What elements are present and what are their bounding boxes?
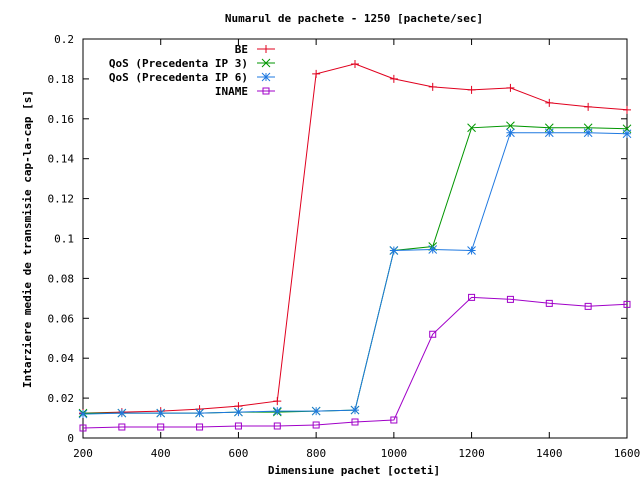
- y-axis-label: Intarziere medie de transmisie cap-la-ca…: [21, 90, 34, 388]
- legend-marker: [262, 87, 270, 95]
- data-point: [468, 293, 476, 301]
- data-point: [467, 123, 476, 133]
- series-line: [82, 296, 628, 429]
- data-point: [78, 409, 88, 419]
- legend-marker: [261, 58, 271, 68]
- data-point: [622, 129, 632, 139]
- series-line: [83, 125, 628, 414]
- chart-title: Numarul de pachete - 1250 [pachete/sec]: [225, 12, 483, 25]
- data-point: [273, 422, 281, 430]
- legend-marker: [262, 45, 270, 53]
- x-tick-label: 1200: [458, 447, 485, 460]
- plot-area: 0 0.02 0.04 0.06 0.08 0.1 0.12 0.14 0.16 0.18 0.2 2…: [48, 33, 640, 460]
- data-point: [467, 85, 476, 94]
- x-tick-label: 400: [151, 447, 171, 460]
- data-point: [196, 423, 204, 431]
- data-point: [506, 83, 515, 92]
- data-point: [234, 407, 243, 417]
- legend-label: QoS (Precedenta IP 6): [109, 71, 248, 84]
- data-point: [157, 423, 165, 431]
- data-point: [195, 408, 204, 418]
- data-point: [272, 406, 282, 416]
- data-point: [312, 421, 320, 429]
- data-point: [623, 105, 631, 114]
- y-tick-label: 0.04: [48, 352, 75, 365]
- data-point: [544, 128, 554, 138]
- x-tick-label: 800: [306, 447, 326, 460]
- x-axis-label: Dimensiune pachet [octeti]: [268, 464, 440, 477]
- data-point: [506, 295, 514, 303]
- data-point: [390, 416, 398, 424]
- data-point: [234, 422, 242, 430]
- y-tick-label: 0.06: [48, 312, 75, 325]
- y-tick-label: 0.08: [48, 272, 75, 285]
- data-point: [118, 423, 126, 431]
- y-tick-label: 0.16: [48, 113, 75, 126]
- data-point: [467, 246, 476, 255]
- x-tick-label: 200: [73, 447, 93, 460]
- series-line: [82, 132, 628, 415]
- data-point: [506, 128, 515, 138]
- y-tick-label: 0.02: [48, 392, 75, 405]
- x-tick-label: 600: [228, 447, 248, 460]
- y-tick-label: 0.12: [48, 193, 75, 206]
- x-tick-label: 1400: [536, 447, 563, 460]
- series-line: [82, 63, 628, 414]
- data-point: [584, 302, 592, 310]
- data-point: [428, 245, 438, 254]
- data-point: [389, 246, 399, 255]
- data-point: [156, 408, 166, 418]
- legend-label: QoS (Precedenta IP 3): [109, 57, 248, 70]
- y-tick-label: 0.1: [54, 233, 74, 246]
- data-point: [389, 74, 398, 83]
- data-point: [545, 299, 553, 307]
- data-point: [311, 406, 321, 416]
- data-point: [351, 59, 359, 68]
- x-tick-label: 1000: [381, 447, 408, 460]
- data-point: [506, 121, 515, 131]
- y-tick-label: 0.2: [54, 33, 74, 46]
- data-point: [429, 330, 437, 338]
- y-tick-label: 0: [67, 432, 74, 445]
- legend-label: INAME: [215, 85, 248, 98]
- x-tick-label: 1600: [614, 447, 640, 460]
- data-point: [79, 424, 87, 432]
- data-point: [623, 300, 631, 308]
- data-point: [583, 128, 593, 138]
- y-tick-label: 0.14: [48, 153, 75, 166]
- data-point: [351, 418, 359, 426]
- data-point: [584, 102, 593, 111]
- plot-frame: [82, 38, 628, 439]
- data-point: [312, 69, 321, 78]
- data-point: [117, 408, 127, 418]
- legend-label: BE: [235, 43, 248, 56]
- data-point: [428, 82, 437, 91]
- data-point: [545, 98, 554, 107]
- y-tick-label: 0.18: [48, 73, 75, 86]
- legend-marker: [261, 72, 271, 82]
- data-point: [350, 405, 360, 415]
- data-point: [273, 397, 282, 406]
